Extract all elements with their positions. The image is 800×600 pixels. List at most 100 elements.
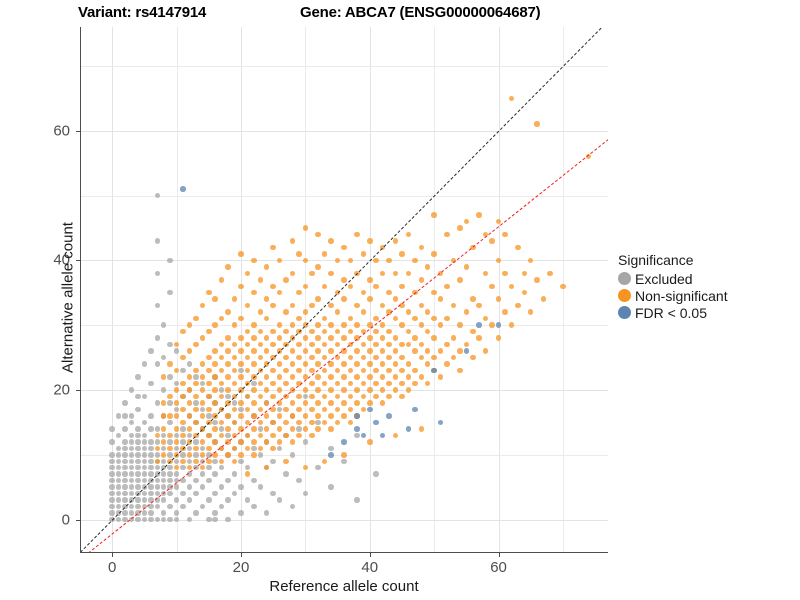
data-point — [341, 374, 347, 380]
data-point — [263, 439, 270, 445]
data-point — [167, 484, 173, 490]
data-point — [160, 516, 167, 523]
data-point — [122, 497, 128, 503]
data-point — [399, 367, 405, 374]
data-point — [154, 432, 161, 439]
data-point — [360, 380, 367, 387]
data-point — [354, 231, 360, 238]
data-point — [334, 354, 341, 361]
data-point — [412, 335, 418, 341]
data-point — [148, 471, 154, 477]
data-point — [238, 426, 244, 432]
data-point — [225, 374, 231, 380]
data-point — [341, 387, 347, 393]
data-point — [302, 439, 309, 445]
legend-item-excluded[interactable]: Excluded — [618, 270, 728, 287]
data-point — [115, 471, 122, 477]
data-point — [367, 361, 373, 367]
data-point — [141, 464, 148, 471]
data-point — [122, 426, 128, 432]
data-point — [257, 484, 264, 490]
data-point — [399, 354, 405, 361]
data-point — [321, 283, 328, 289]
data-point — [193, 380, 199, 387]
data-point — [173, 484, 180, 490]
data-point — [115, 516, 122, 523]
x-axis-label: Reference allele count — [269, 578, 419, 595]
data-point — [231, 296, 238, 302]
data-point — [476, 302, 482, 309]
data-point — [231, 432, 238, 439]
data-point — [379, 387, 386, 393]
data-point — [321, 458, 328, 464]
data-point — [206, 452, 212, 458]
data-point — [315, 464, 321, 471]
data-point — [199, 335, 206, 341]
data-point — [502, 231, 508, 238]
data-point — [212, 439, 218, 445]
data-point — [276, 400, 283, 406]
data-point — [115, 464, 122, 471]
x-tick — [112, 553, 114, 557]
data-point — [379, 361, 386, 367]
data-point — [379, 432, 386, 439]
data-point — [463, 264, 470, 270]
x-tick-label: 40 — [361, 559, 379, 576]
data-point — [470, 328, 476, 335]
gridline-vertical — [112, 27, 114, 552]
data-point — [373, 315, 379, 322]
data-point — [167, 477, 173, 484]
gridline-vertical — [305, 27, 307, 552]
data-point — [212, 374, 218, 380]
data-point — [199, 400, 206, 406]
data-point — [354, 426, 360, 432]
data-point — [328, 426, 334, 432]
data-point — [238, 335, 244, 341]
data-point — [244, 432, 251, 439]
data-point — [437, 270, 444, 277]
data-point — [476, 335, 482, 341]
legend-item-fdr-0-05[interactable]: FDR < 0.05 — [618, 304, 728, 321]
data-point — [315, 387, 321, 393]
data-point — [296, 251, 302, 257]
data-point — [347, 419, 354, 426]
data-point — [225, 264, 231, 270]
data-point — [470, 244, 476, 251]
data-point — [167, 516, 173, 523]
data-point — [263, 296, 270, 302]
data-point — [160, 477, 167, 484]
data-point — [379, 302, 386, 309]
data-point — [225, 439, 231, 445]
data-point — [167, 503, 173, 510]
data-point — [251, 374, 257, 380]
data-point — [270, 283, 276, 289]
data-point — [244, 341, 251, 348]
data-point — [231, 471, 238, 477]
data-point — [122, 484, 128, 490]
data-point — [206, 413, 212, 419]
data-point — [135, 464, 141, 471]
data-point — [392, 270, 399, 277]
data-point — [199, 452, 206, 458]
data-point — [173, 387, 180, 393]
data-point — [302, 225, 309, 231]
data-point — [405, 387, 412, 393]
x-tick — [369, 553, 371, 557]
data-point — [180, 490, 186, 497]
data-point — [341, 439, 347, 445]
data-point — [289, 238, 296, 244]
data-point — [251, 452, 257, 458]
legend-item-non-significant[interactable]: Non-significant — [618, 287, 728, 304]
data-point — [431, 315, 437, 322]
data-point — [135, 497, 141, 503]
data-point — [135, 503, 141, 510]
data-point — [263, 264, 270, 270]
data-point — [160, 458, 167, 464]
data-point — [296, 315, 302, 322]
data-point — [283, 367, 289, 374]
data-point — [289, 400, 296, 406]
data-point — [193, 374, 199, 380]
data-point — [244, 328, 251, 335]
data-point — [276, 426, 283, 432]
data-point — [289, 302, 296, 309]
